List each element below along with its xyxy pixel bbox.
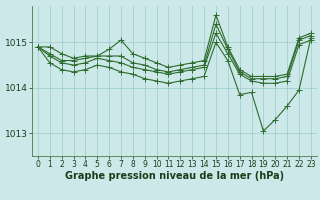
- X-axis label: Graphe pression niveau de la mer (hPa): Graphe pression niveau de la mer (hPa): [65, 171, 284, 181]
